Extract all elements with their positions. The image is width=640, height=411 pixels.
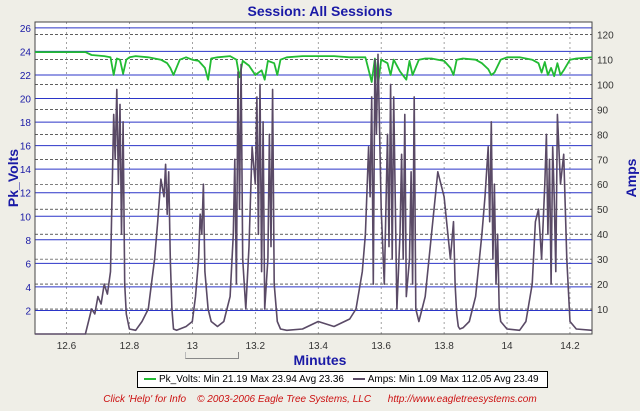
plot-border <box>34 21 593 335</box>
legend-amps-text: Amps: Min 1.09 Max 112.05 Avg 23.49 <box>367 374 539 385</box>
y-left-tick-label: 14 <box>20 165 32 176</box>
y-left-tick-label: 12 <box>20 189 32 200</box>
y-left-tick-label: 8 <box>25 236 31 247</box>
chart-title: Session: All Sessions <box>247 3 393 19</box>
x-tick-label: 14.2 <box>560 341 580 352</box>
y-left-tick-label: 26 <box>20 24 32 35</box>
y-right-tick-label: 120 <box>597 30 614 41</box>
x-tick-label: 13 <box>187 341 199 352</box>
legend: Pk_Volts: Min 21.19 Max 23.94 Avg 23.36 … <box>137 371 548 388</box>
y-right-tick-label: 90 <box>597 105 609 116</box>
y-right-tick-label: 70 <box>597 155 609 166</box>
y-left-tick-label: 2 <box>25 306 31 317</box>
y-right-tick-label: 40 <box>597 230 609 241</box>
legend-volts-text: Pk_Volts: Min 21.19 Max 23.94 Avg 23.36 <box>159 374 344 385</box>
y-left-tick-label: 22 <box>20 71 32 82</box>
y-axis-left-label: Pk_Volts <box>5 148 21 208</box>
footer-text: Click 'Help' for Info © 2003-2006 Eagle … <box>103 394 537 405</box>
y-left-tick-label: 6 <box>25 259 31 270</box>
legend-item-amps: Amps: Min 1.09 Max 112.05 Avg 23.49 <box>352 372 539 387</box>
y-right-tick-label: 80 <box>597 130 609 141</box>
y-right-tick-label: 110 <box>597 55 613 66</box>
y-right-tick-label: 50 <box>597 205 609 216</box>
x-tick-label: 12.8 <box>120 341 140 352</box>
x-axis-label: Minutes <box>293 352 347 368</box>
y-left-tick-label: 24 <box>20 47 32 58</box>
series-line-amps <box>35 53 593 335</box>
legend-item-volts: Pk_Volts: Min 21.19 Max 23.94 Avg 23.36 <box>144 372 344 387</box>
y-left-tick-label: 4 <box>25 283 31 294</box>
x-tick-label: 13.8 <box>434 341 454 352</box>
x-tick-label: 13.2 <box>246 341 266 352</box>
y-right-tick-label: 60 <box>597 180 609 191</box>
y-left-tick-label: 16 <box>20 142 32 153</box>
y-left-tick-label: 10 <box>20 212 32 223</box>
y-left-tick-label: 20 <box>20 95 32 106</box>
x-tick-label: 13.6 <box>371 341 391 352</box>
y-right-tick-label: 20 <box>597 280 609 291</box>
legend-swatch-volts <box>144 378 156 381</box>
scroll-tab[interactable] <box>185 352 239 359</box>
y-right-tick-label: 30 <box>597 255 609 266</box>
y-axis-right-label: Amps <box>623 158 639 198</box>
legend-swatch-amps <box>352 378 365 381</box>
x-tick-label: 13.4 <box>308 341 328 352</box>
y-left-tick-label: 18 <box>20 118 32 129</box>
y-right-tick-label: 10 <box>597 305 609 316</box>
x-tick-label: 12.6 <box>57 341 77 352</box>
y-right-tick-label: 100 <box>597 80 614 91</box>
x-tick-label: 14 <box>501 341 513 352</box>
series-line-pk-volts <box>35 51 593 86</box>
